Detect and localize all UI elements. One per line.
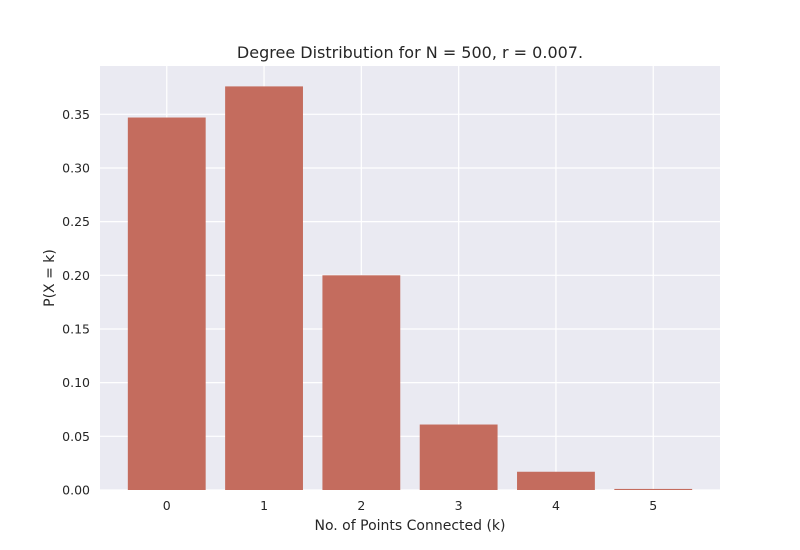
bar-4	[517, 471, 595, 490]
bar-1	[225, 86, 303, 491]
x-axis-label: No. of Points Connected (k)	[314, 518, 505, 534]
bar-3	[419, 424, 498, 490]
x-tick-label: 4	[552, 498, 560, 513]
bar-0	[127, 117, 206, 490]
y-tick-label: 0.20	[62, 268, 90, 283]
x-tick-label: 3	[455, 498, 463, 513]
x-tick-labels: 0 1 2 3 4 5	[163, 498, 657, 513]
x-tick-label: 1	[260, 498, 268, 513]
y-tick-label: 0.25	[62, 214, 90, 229]
x-tick-label: 0	[163, 498, 171, 513]
y-tick-label: 0.05	[62, 429, 90, 444]
x-tick-label: 5	[649, 498, 657, 513]
y-tick-label: 0.00	[62, 483, 90, 498]
chart-title: Degree Distribution for N = 500, r = 0.0…	[237, 43, 583, 62]
bar-5	[614, 488, 693, 490]
y-tick-label: 0.15	[62, 321, 90, 336]
y-tick-label: 0.35	[62, 107, 90, 122]
y-tick-labels: 0.00 0.05 0.10 0.15 0.20 0.25 0.30 0.35	[62, 107, 90, 498]
y-tick-label: 0.10	[62, 375, 90, 390]
x-tick-label: 2	[357, 498, 365, 513]
bar-2	[322, 275, 401, 490]
y-axis-label: P(X = k)	[42, 249, 58, 307]
bars	[127, 86, 693, 491]
y-tick-label: 0.30	[62, 160, 90, 175]
